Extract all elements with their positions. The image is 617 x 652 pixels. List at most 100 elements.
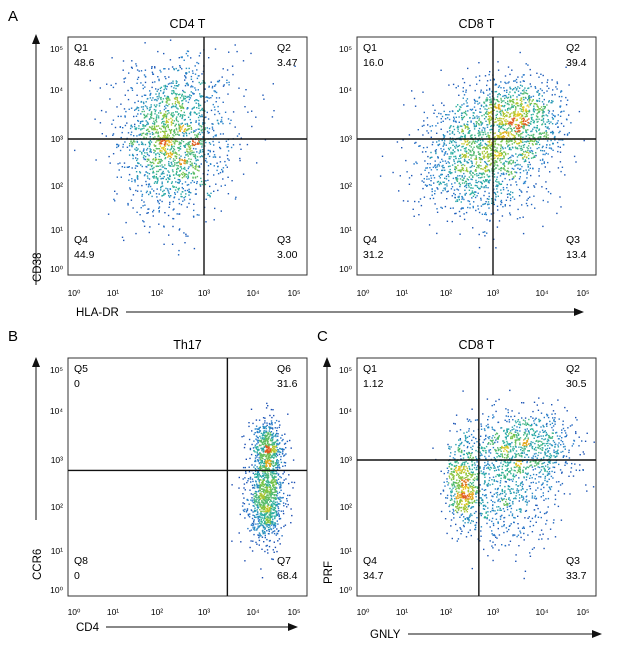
- event-point: [486, 108, 488, 111]
- event-point: [214, 113, 216, 116]
- event-point: [258, 428, 260, 431]
- event-point: [271, 513, 273, 515]
- event-point: [484, 112, 487, 115]
- event-point: [469, 171, 471, 173]
- event-point: [496, 226, 499, 228]
- event-point: [251, 517, 254, 520]
- event-point: [181, 191, 183, 193]
- event-point: [158, 193, 160, 195]
- event-point: [545, 146, 548, 149]
- event-point: [527, 166, 529, 168]
- event-point: [149, 148, 151, 150]
- event-point: [156, 178, 159, 180]
- event-point: [198, 170, 200, 172]
- event-point: [518, 114, 520, 116]
- event-point: [537, 137, 539, 139]
- event-point: [463, 94, 466, 96]
- event-point: [218, 112, 221, 115]
- event-point: [465, 91, 467, 93]
- event-point: [266, 473, 268, 475]
- event-point: [488, 112, 491, 114]
- event-point: [485, 201, 487, 203]
- event-point: [537, 106, 539, 108]
- event-point: [178, 198, 180, 201]
- event-point: [114, 190, 116, 192]
- event-point: [522, 158, 524, 160]
- event-point: [463, 154, 465, 157]
- event-point: [507, 145, 509, 148]
- event-point: [429, 167, 431, 169]
- event-point: [453, 189, 456, 191]
- event-point: [526, 199, 528, 201]
- event-point: [177, 174, 179, 176]
- event-point: [122, 127, 124, 129]
- event-point: [525, 114, 527, 116]
- event-point: [468, 186, 470, 188]
- event-point: [518, 135, 520, 137]
- event-point: [266, 491, 268, 493]
- event-point: [261, 495, 263, 497]
- event-point: [434, 160, 436, 162]
- event-point: [272, 478, 274, 480]
- events: [379, 51, 585, 249]
- event-point: [196, 214, 198, 216]
- event-point: [266, 402, 268, 405]
- event-point: [277, 443, 279, 446]
- event-point: [164, 212, 166, 214]
- event-point: [144, 152, 146, 154]
- event-point: [147, 130, 150, 133]
- event-point: [425, 167, 427, 169]
- event-point: [193, 203, 195, 205]
- event-point: [130, 139, 132, 141]
- event-point: [173, 120, 175, 122]
- event-point: [267, 526, 270, 529]
- event-point: [515, 171, 518, 174]
- event-point: [162, 146, 164, 149]
- event-point: [205, 198, 207, 200]
- event-point: [528, 95, 530, 97]
- event-point: [182, 124, 184, 127]
- event-point: [207, 132, 209, 134]
- event-point: [477, 147, 479, 149]
- event-point: [245, 472, 247, 474]
- event-point: [519, 117, 521, 119]
- event-point: [508, 81, 510, 83]
- event-point: [475, 155, 477, 157]
- event-point: [509, 91, 511, 93]
- plot-title: CD4 T: [170, 17, 206, 31]
- event-point: [542, 105, 545, 108]
- event-point: [190, 158, 192, 161]
- event-point: [570, 122, 572, 124]
- event-point: [520, 98, 523, 100]
- event-point: [144, 204, 146, 206]
- event-point: [504, 75, 507, 77]
- event-point: [112, 133, 115, 135]
- event-point: [506, 170, 508, 172]
- event-point: [187, 235, 189, 237]
- event-point: [197, 133, 199, 135]
- event-point: [473, 128, 476, 130]
- event-point: [508, 173, 511, 176]
- event-point: [437, 157, 439, 159]
- event-point: [517, 114, 519, 116]
- event-point: [269, 450, 271, 453]
- event-point: [137, 119, 139, 122]
- event-point: [198, 114, 201, 117]
- event-point: [469, 207, 471, 209]
- event-point: [168, 128, 170, 131]
- event-point: [190, 57, 192, 59]
- event-point: [547, 161, 549, 164]
- event-point: [536, 131, 538, 133]
- event-point: [167, 140, 169, 142]
- event-point: [494, 84, 496, 86]
- event-point: [512, 122, 514, 124]
- event-point: [523, 91, 525, 93]
- event-point: [204, 139, 206, 141]
- event-point: [509, 212, 511, 214]
- event-point: [512, 98, 515, 101]
- event-point: [182, 107, 185, 110]
- event-point: [478, 187, 480, 190]
- event-point: [479, 158, 481, 161]
- event-point: [147, 97, 149, 100]
- event-point: [474, 196, 477, 199]
